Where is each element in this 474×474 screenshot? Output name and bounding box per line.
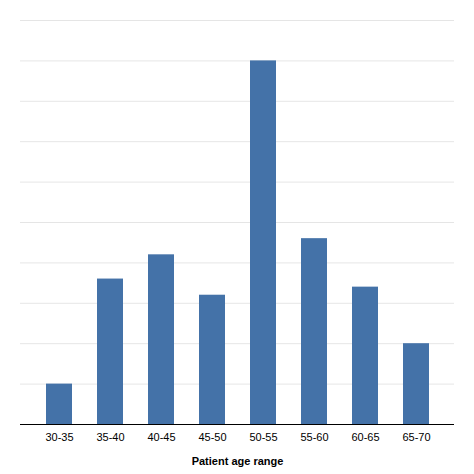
- svg-text:65-70: 65-70: [402, 431, 430, 443]
- svg-text:30-35: 30-35: [45, 431, 73, 443]
- svg-text:45-50: 45-50: [198, 431, 226, 443]
- svg-text:50-55: 50-55: [249, 431, 277, 443]
- svg-text:Patient age range: Patient age range: [192, 455, 284, 467]
- svg-text:40-45: 40-45: [147, 431, 175, 443]
- svg-text:35-40: 35-40: [96, 431, 124, 443]
- svg-text:55-60: 55-60: [300, 431, 328, 443]
- svg-text:60-65: 60-65: [351, 431, 379, 443]
